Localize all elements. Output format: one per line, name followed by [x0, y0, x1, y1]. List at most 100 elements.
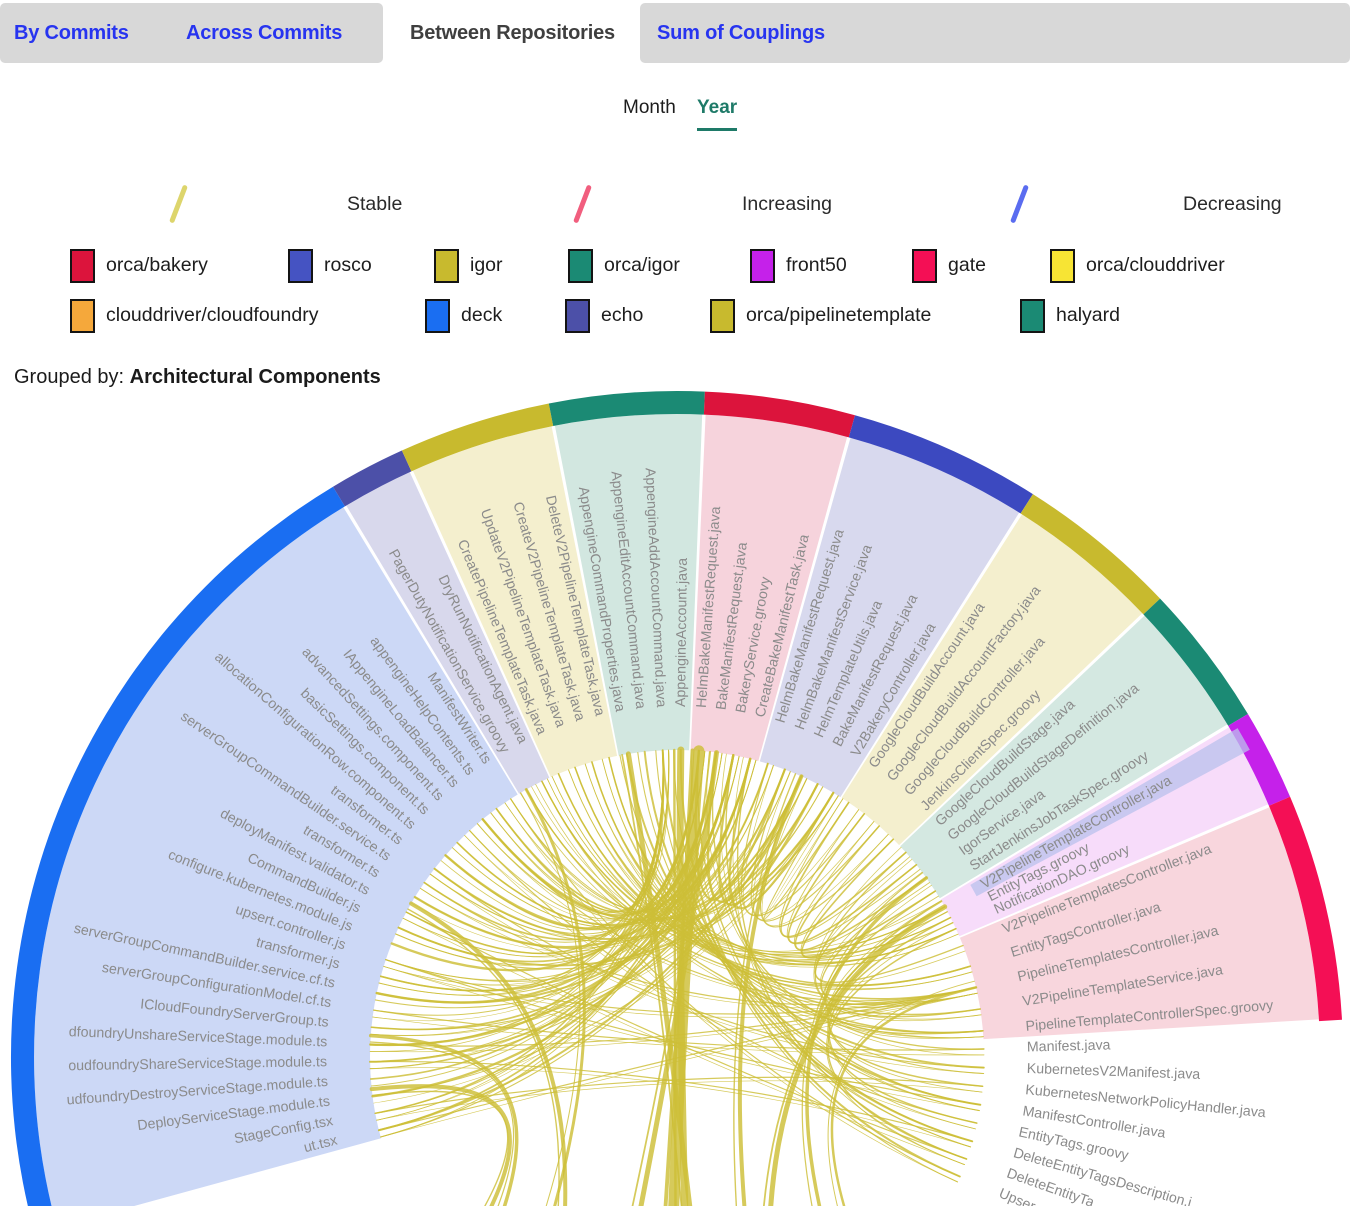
- repo-legend-label: echo: [601, 304, 644, 326]
- edge-curve: [524, 788, 586, 1206]
- group-wedge-orca-bakery[interactable]: [690, 414, 848, 761]
- file-label[interactable]: oudfoundryShareServiceStage.module.ts: [68, 1054, 327, 1074]
- highlighted-file-band: [970, 728, 1250, 897]
- edge-curve: [369, 1084, 512, 1206]
- edge-curve: [490, 749, 670, 914]
- edge-curve: [510, 798, 961, 1178]
- group-arc-orca-bakery[interactable]: [703, 391, 855, 438]
- repo-legend-label: igor: [470, 254, 503, 276]
- repo-legend-label: clouddriver/cloudfoundry: [106, 304, 319, 326]
- repo-legend-label: gate: [948, 254, 986, 276]
- edge-curve: [621, 754, 683, 1206]
- tab-bar-background-right: [640, 3, 1350, 63]
- edge-curve: [679, 749, 961, 1178]
- edge-curve: [733, 773, 797, 1206]
- edge-curve: [824, 884, 984, 1039]
- group-arc-orca-igor[interactable]: [1143, 598, 1248, 726]
- repo-color-swatch: [70, 249, 95, 283]
- edge-curve: [827, 927, 968, 1160]
- edge-curve: [718, 754, 819, 906]
- group-wedge-gate[interactable]: [959, 807, 1319, 1040]
- tab-by-commits[interactable]: By Commits: [14, 22, 129, 44]
- group-wedge-orca-pipelinetemplate[interactable]: [412, 426, 618, 778]
- group-arc-rosco[interactable]: [848, 415, 1033, 514]
- group-arcs: [11, 391, 1342, 1206]
- group-wedge-echo[interactable]: [346, 472, 550, 794]
- edge-curve: [763, 792, 850, 920]
- repo-legend-label: orca/clouddriver: [1086, 254, 1225, 276]
- group-arc-gate[interactable]: [1268, 796, 1342, 1022]
- edge-curve: [826, 900, 983, 1093]
- tab-between-repositories[interactable]: Between Repositories: [410, 22, 615, 44]
- edge-curve: [407, 908, 560, 1206]
- repo-color-swatch: [288, 249, 313, 283]
- edge-curve: [711, 751, 985, 1050]
- trend-legend-label-stable: Stable: [347, 193, 403, 215]
- group-arc-igor[interactable]: [1020, 494, 1161, 615]
- grouped-by-prefix: Grouped by:: [14, 366, 130, 388]
- repo-legend-label: front50: [786, 254, 847, 276]
- edge-bundle: [368, 745, 985, 1206]
- edge-curve: [519, 792, 973, 991]
- edge-curve: [728, 757, 835, 910]
- group-wedge-igor[interactable]: [841, 514, 1143, 846]
- repo-color-swatch: [425, 299, 450, 333]
- edge-curve: [820, 877, 977, 1005]
- trend-legend-label-increasing: Increasing: [742, 193, 832, 215]
- group-wedge-orca-igor[interactable]: [900, 615, 1228, 899]
- edge-curve: [631, 750, 712, 1206]
- group-arc-echo[interactable]: [333, 450, 412, 507]
- edge-curve: [826, 921, 965, 1166]
- edge-curve: [535, 784, 984, 1039]
- edge-curve: [787, 813, 918, 944]
- edge-curve: [805, 876, 929, 1206]
- repo-color-swatch: [710, 299, 735, 333]
- group-arc-front50[interactable]: [1228, 714, 1291, 806]
- file-label[interactable]: KubernetesV2Manifest.java: [1027, 1061, 1201, 1083]
- edge-curve: [794, 825, 927, 951]
- group-arc-orca-pipelinetemplate[interactable]: [401, 403, 554, 472]
- edge-curve: [369, 1041, 515, 1206]
- grouped-by-value: Architectural Components: [129, 366, 381, 388]
- edge-curve: [768, 904, 948, 1206]
- repo-color-swatch: [565, 299, 590, 333]
- period-option-month[interactable]: Month: [623, 97, 676, 118]
- file-label[interactable]: AppengineAccount.java: [673, 558, 691, 707]
- group-wedge-deck[interactable]: [33, 507, 518, 1206]
- file-label[interactable]: ut.tsx: [302, 1132, 339, 1156]
- edge-curve: [814, 864, 964, 983]
- tab-across-commits[interactable]: Across Commits: [186, 22, 343, 44]
- repo-legend-label: halyard: [1056, 304, 1120, 326]
- edge-curve: [737, 774, 804, 1206]
- edge-curve: [504, 802, 958, 1183]
- edge-curve: [371, 1090, 509, 1206]
- edge-curve: [725, 754, 981, 1106]
- repo-color-swatch: [434, 249, 459, 283]
- edge-curve: [370, 759, 757, 1036]
- repo-color-swatch: [912, 249, 937, 283]
- repo-legend-label: orca/pipelinetemplate: [746, 304, 932, 326]
- tab-bar-background-left: [0, 3, 383, 63]
- repo-color-swatch: [1020, 299, 1045, 333]
- edge-curve: [482, 818, 977, 1002]
- group-arc-halyard[interactable]: [548, 391, 705, 426]
- edge-curve: [520, 792, 581, 1206]
- edge-curve: [464, 835, 976, 1130]
- tab-sum-of-couplings[interactable]: Sum of Couplings: [657, 22, 825, 44]
- group-wedge-halyard[interactable]: [554, 414, 703, 756]
- edge-curve: [763, 900, 943, 1206]
- group-wedge-rosco[interactable]: [759, 437, 1020, 798]
- edge-curve: [377, 775, 803, 1132]
- repo-legend-label: deck: [461, 304, 503, 326]
- edge-curve: [541, 780, 984, 1034]
- edge-curve: [827, 980, 975, 1206]
- edge-curve: [638, 750, 719, 1206]
- repo-color-swatch: [1050, 249, 1075, 283]
- file-label[interactable]: Manifest.java: [1027, 1037, 1111, 1055]
- repo-color-swatch: [568, 249, 593, 283]
- repo-legend-label: orca/igor: [604, 254, 680, 276]
- repo-legend-label: rosco: [324, 254, 372, 276]
- period-option-year[interactable]: Year: [697, 97, 738, 131]
- edge-curve: [780, 801, 907, 938]
- group-arc-deck[interactable]: [11, 486, 345, 1206]
